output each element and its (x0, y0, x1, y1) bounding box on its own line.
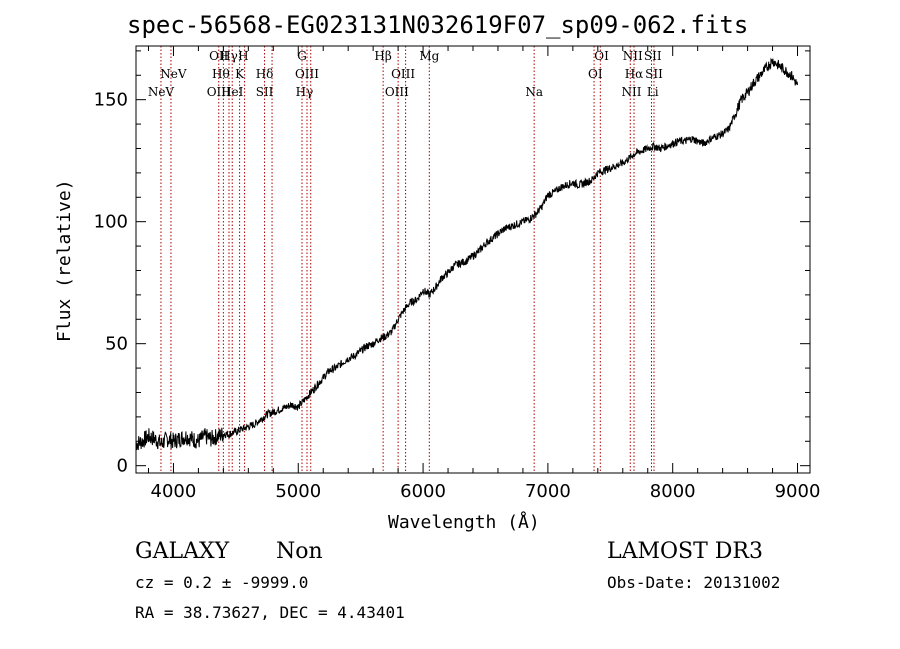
line-label-25: SII (645, 67, 663, 81)
line-label-19: OI (594, 49, 609, 63)
y-tick-label: 100 (94, 212, 128, 233)
line-label-8: K (235, 67, 245, 81)
x-tick-label: 6000 (400, 481, 446, 502)
line-label-17: Mg (419, 49, 439, 63)
line-label-18: Na (525, 85, 543, 99)
line-label-9: Hδ (256, 67, 274, 81)
object-subclass: Non (276, 539, 323, 564)
x-axis-label: Wavelength (Å) (388, 512, 540, 533)
emission-line-markers (160, 46, 655, 473)
line-label-10: SII (256, 85, 274, 99)
survey-name: LAMOST DR3 (607, 539, 763, 564)
line-label-22: Hα (625, 67, 644, 81)
x-tick-label: 7000 (525, 481, 571, 502)
x-tick-label: 8000 (650, 481, 696, 502)
line-label-16: OIII (385, 85, 409, 99)
line-label-23: NII (622, 85, 642, 99)
chart-title: spec-56568-EG023131N032619F07_sp09-062.f… (127, 11, 749, 39)
line-label-11: G (297, 49, 307, 63)
x-tick-label: 4000 (151, 481, 197, 502)
observation-date: Obs-Date: 20131002 (607, 573, 781, 592)
line-label-12: OIII (295, 67, 319, 81)
object-class: GALAXY (135, 539, 230, 564)
y-tick-label: 150 (94, 90, 128, 111)
line-label-0: NeV (148, 85, 175, 99)
line-label-3: OIII (207, 85, 231, 99)
line-label-1: NeV (160, 67, 187, 81)
line-label-5: Hθ (212, 67, 230, 81)
y-tick-label: 50 (105, 334, 128, 355)
line-label-14: Hβ (374, 49, 391, 63)
line-label-21: NII (623, 49, 643, 63)
y-tick-label: 0 (117, 456, 128, 477)
x-tick-label: 9000 (775, 481, 821, 502)
line-label-15: OIII (391, 67, 415, 81)
x-tick-label: 5000 (275, 481, 321, 502)
line-label-26: Li (647, 85, 659, 99)
line-label-7: H (238, 49, 248, 63)
spectrum-line (135, 57, 798, 451)
y-axis-label: Flux (relative) (54, 179, 75, 342)
line-label-6: HeI (221, 85, 244, 99)
spectrum-series (135, 57, 798, 451)
line-label-13: Hγ (296, 85, 314, 99)
line-label-24: SII (644, 49, 662, 63)
x-axis-ticks: 4000 5000 6000 7000 8000 9000 (147, 46, 821, 502)
line-label-20: OI (588, 67, 603, 81)
y-axis-ticks: 0 50 100 150 (94, 50, 810, 477)
coordinates: RA = 38.73627, DEC = 4.43401 (135, 603, 405, 622)
line-label-4: Hγ (220, 49, 238, 63)
line-label-2: OII (209, 49, 229, 63)
redshift-line: cz = 0.2 ± -9999.0 (135, 573, 309, 592)
